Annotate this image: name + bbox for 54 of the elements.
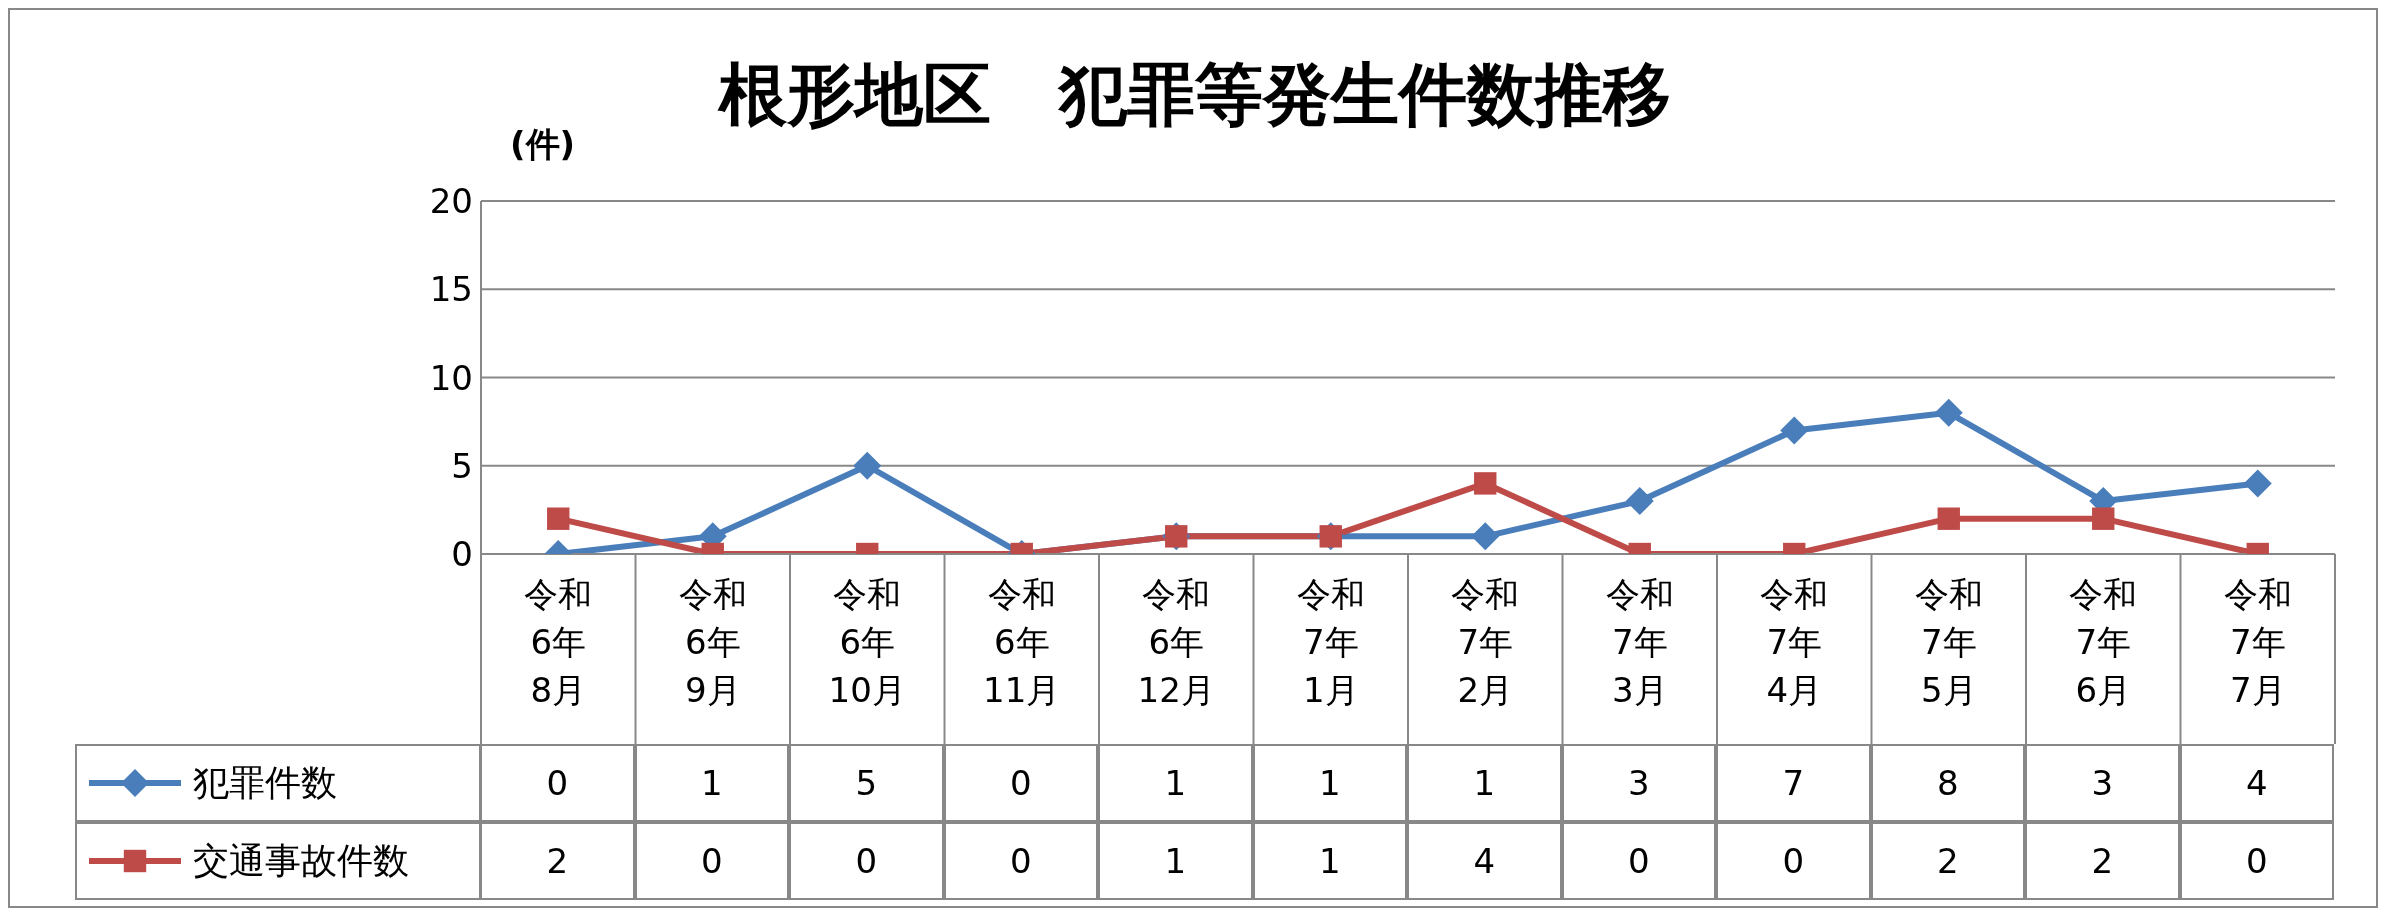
data-label: 0 xyxy=(943,744,1098,822)
data-label: 7 xyxy=(1716,744,1871,822)
data-label: 1 xyxy=(1407,744,1562,822)
data-label: 1 xyxy=(1252,822,1407,900)
data-label: 3 xyxy=(1561,744,1716,822)
y-tick-label: 20 xyxy=(429,181,473,222)
point xyxy=(2092,507,2115,530)
x-tick-label: 令和 7年 4月 xyxy=(1760,574,1829,710)
point xyxy=(2243,469,2272,498)
data-label: 2 xyxy=(1870,822,2025,900)
x-tick-label: 令和 7年 7月 xyxy=(2223,574,2292,710)
point xyxy=(853,451,882,480)
x-tick-label: 令和 6年 11月 xyxy=(983,574,1061,710)
data-label: 5 xyxy=(789,744,944,822)
x-tick-label: 令和 7年 1月 xyxy=(1296,574,1365,710)
point xyxy=(1934,398,1963,427)
x-tick-label: 令和 6年 12月 xyxy=(1137,574,1215,710)
data-label: 0 xyxy=(1561,822,1716,900)
y-tick-label: 15 xyxy=(429,269,473,310)
x-tick-label: 令和 7年 3月 xyxy=(1605,574,1674,710)
y-tick-label: 10 xyxy=(429,357,473,398)
data-label: 0 xyxy=(1716,822,1871,900)
x-tick-label: 令和 6年 8月 xyxy=(524,574,593,710)
legend-label: 交通事故件数 xyxy=(193,838,409,883)
y-tick-label: 0 xyxy=(451,534,473,575)
data-label: 1 xyxy=(634,744,789,822)
data-label: 1 xyxy=(1098,744,1253,822)
data-label: 0 xyxy=(634,822,789,900)
data-label: 0 xyxy=(789,822,944,900)
point xyxy=(1625,487,1654,516)
x-tick-label: 令和 6年 10月 xyxy=(828,574,906,710)
data-label: 3 xyxy=(2025,744,2180,822)
data-label: 2 xyxy=(480,822,635,900)
point xyxy=(1471,522,1500,551)
point xyxy=(547,507,570,530)
x-tick-label: 令和 6年 9月 xyxy=(678,574,747,710)
legend-label: 犯罪件数 xyxy=(193,760,337,805)
data-label: 8 xyxy=(1870,744,2025,822)
x-tick-label: 令和 7年 2月 xyxy=(1451,574,1520,710)
x-tick-label: 令和 7年 5月 xyxy=(1914,574,1983,710)
data-label: 2 xyxy=(2025,822,2180,900)
data-label: 0 xyxy=(2179,822,2334,900)
data-label: 4 xyxy=(2179,744,2334,822)
x-tick-label: 令和 7年 6月 xyxy=(2069,574,2138,710)
chart-title: 根形地区 犯罪等発生件数推移 xyxy=(719,55,1671,134)
data-label: 4 xyxy=(1407,822,1562,900)
point xyxy=(1474,472,1497,495)
point xyxy=(1937,507,1960,530)
data-label: 1 xyxy=(1098,822,1253,900)
y-tick-label: 5 xyxy=(451,445,473,486)
data-label: 1 xyxy=(1252,744,1407,822)
point xyxy=(1780,416,1809,445)
y-axis-title: (件) xyxy=(510,123,576,166)
data-label: 0 xyxy=(943,822,1098,900)
